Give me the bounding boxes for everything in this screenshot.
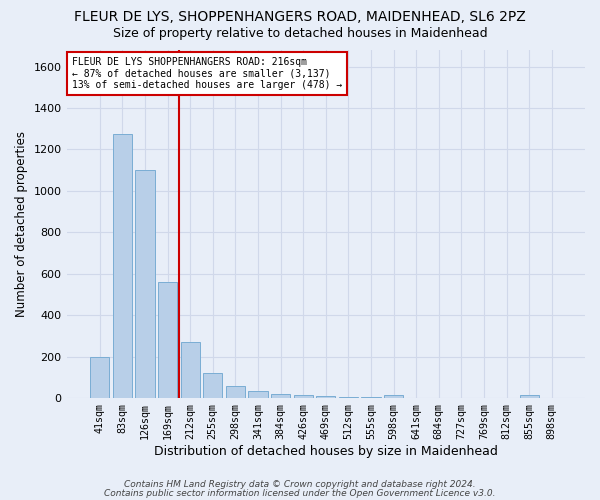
Bar xyxy=(271,394,290,398)
Text: FLEUR DE LYS SHOPPENHANGERS ROAD: 216sqm
← 87% of detached houses are smaller (3: FLEUR DE LYS SHOPPENHANGERS ROAD: 216sqm… xyxy=(72,57,342,90)
Bar xyxy=(248,391,268,398)
Bar xyxy=(293,395,313,398)
Text: Contains public sector information licensed under the Open Government Licence v3: Contains public sector information licen… xyxy=(104,490,496,498)
Bar xyxy=(384,395,403,398)
Bar xyxy=(520,395,539,398)
Bar xyxy=(226,386,245,398)
Bar xyxy=(90,356,109,398)
Text: Size of property relative to detached houses in Maidenhead: Size of property relative to detached ho… xyxy=(113,28,487,40)
X-axis label: Distribution of detached houses by size in Maidenhead: Distribution of detached houses by size … xyxy=(154,444,498,458)
Bar xyxy=(203,373,223,398)
Bar xyxy=(316,396,335,398)
Text: FLEUR DE LYS, SHOPPENHANGERS ROAD, MAIDENHEAD, SL6 2PZ: FLEUR DE LYS, SHOPPENHANGERS ROAD, MAIDE… xyxy=(74,10,526,24)
Bar xyxy=(113,134,132,398)
Bar xyxy=(181,342,200,398)
Bar xyxy=(339,397,358,398)
Text: Contains HM Land Registry data © Crown copyright and database right 2024.: Contains HM Land Registry data © Crown c… xyxy=(124,480,476,489)
Y-axis label: Number of detached properties: Number of detached properties xyxy=(15,131,28,317)
Bar xyxy=(158,282,177,398)
Bar xyxy=(136,170,155,398)
